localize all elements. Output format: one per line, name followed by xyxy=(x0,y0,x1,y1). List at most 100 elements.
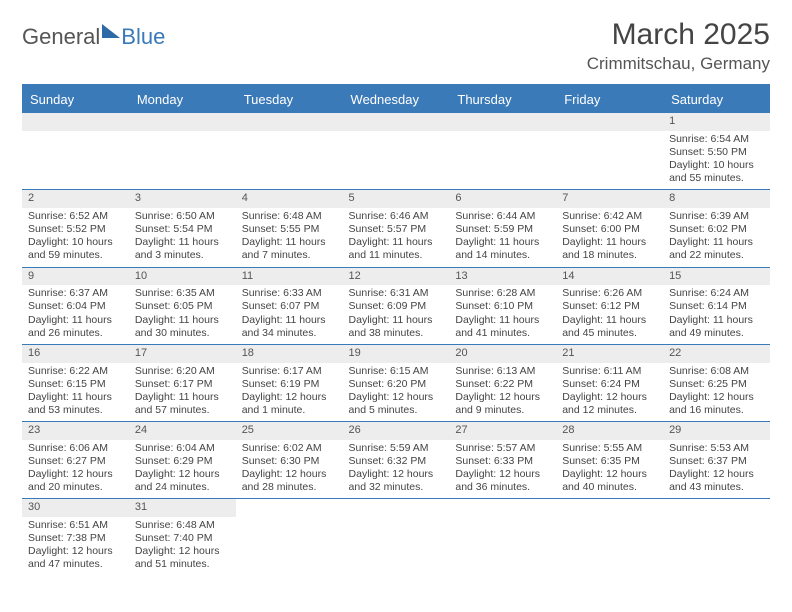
day-number: 19 xyxy=(343,345,450,363)
header: General Blue March 2025 Crimmitschau, Ger… xyxy=(22,18,770,74)
calendar-day-cell: 9Sunrise: 6:37 AMSunset: 6:04 PMDaylight… xyxy=(22,267,129,344)
day-details: Sunrise: 6:48 AMSunset: 5:55 PMDaylight:… xyxy=(236,208,343,267)
day-details: Sunrise: 5:59 AMSunset: 6:32 PMDaylight:… xyxy=(343,440,450,499)
calendar-day-cell: 17Sunrise: 6:20 AMSunset: 6:17 PMDayligh… xyxy=(129,344,236,421)
day-number: 20 xyxy=(449,345,556,363)
calendar-day-cell: 27Sunrise: 5:57 AMSunset: 6:33 PMDayligh… xyxy=(449,422,556,499)
calendar-header-row: Sunday Monday Tuesday Wednesday Thursday… xyxy=(22,85,770,113)
day-details: Sunrise: 6:17 AMSunset: 6:19 PMDaylight:… xyxy=(236,363,343,422)
day-details: Sunrise: 5:57 AMSunset: 6:33 PMDaylight:… xyxy=(449,440,556,499)
day-details: Sunrise: 6:54 AMSunset: 5:50 PMDaylight:… xyxy=(663,131,770,190)
day-details: Sunrise: 6:26 AMSunset: 6:12 PMDaylight:… xyxy=(556,285,663,344)
daynum-blank xyxy=(556,113,663,131)
day-number: 30 xyxy=(22,499,129,517)
calendar-week-row: 2Sunrise: 6:52 AMSunset: 5:52 PMDaylight… xyxy=(22,190,770,267)
calendar-empty-cell xyxy=(343,499,450,576)
calendar-day-cell: 6Sunrise: 6:44 AMSunset: 5:59 PMDaylight… xyxy=(449,190,556,267)
daynum-blank xyxy=(129,113,236,131)
day-number: 12 xyxy=(343,268,450,286)
calendar-day-cell: 20Sunrise: 6:13 AMSunset: 6:22 PMDayligh… xyxy=(449,344,556,421)
calendar-day-cell: 30Sunrise: 6:51 AMSunset: 7:38 PMDayligh… xyxy=(22,499,129,576)
day-number: 17 xyxy=(129,345,236,363)
calendar-day-cell: 22Sunrise: 6:08 AMSunset: 6:25 PMDayligh… xyxy=(663,344,770,421)
day-details: Sunrise: 6:50 AMSunset: 5:54 PMDaylight:… xyxy=(129,208,236,267)
day-details: Sunrise: 6:35 AMSunset: 6:05 PMDaylight:… xyxy=(129,285,236,344)
calendar-day-cell: 12Sunrise: 6:31 AMSunset: 6:09 PMDayligh… xyxy=(343,267,450,344)
calendar-table: Sunday Monday Tuesday Wednesday Thursday… xyxy=(22,84,770,576)
brand-logo: General Blue xyxy=(22,18,165,50)
calendar-day-cell: 24Sunrise: 6:04 AMSunset: 6:29 PMDayligh… xyxy=(129,422,236,499)
day-details: Sunrise: 6:04 AMSunset: 6:29 PMDaylight:… xyxy=(129,440,236,499)
logo-text-general: General xyxy=(22,24,100,50)
day-number: 14 xyxy=(556,268,663,286)
day-number: 8 xyxy=(663,190,770,208)
calendar-week-row: 16Sunrise: 6:22 AMSunset: 6:15 PMDayligh… xyxy=(22,344,770,421)
calendar-empty-cell xyxy=(663,499,770,576)
day-number: 23 xyxy=(22,422,129,440)
calendar-day-cell: 21Sunrise: 6:11 AMSunset: 6:24 PMDayligh… xyxy=(556,344,663,421)
col-saturday: Saturday xyxy=(663,85,770,113)
day-number: 26 xyxy=(343,422,450,440)
col-thursday: Thursday xyxy=(449,85,556,113)
day-number: 21 xyxy=(556,345,663,363)
day-number: 4 xyxy=(236,190,343,208)
day-number: 25 xyxy=(236,422,343,440)
day-number: 1 xyxy=(663,113,770,131)
day-number: 13 xyxy=(449,268,556,286)
col-tuesday: Tuesday xyxy=(236,85,343,113)
logo-text-blue: Blue xyxy=(121,24,165,50)
location-subtitle: Crimmitschau, Germany xyxy=(587,54,770,74)
daynum-blank xyxy=(449,113,556,131)
day-number: 31 xyxy=(129,499,236,517)
day-number: 6 xyxy=(449,190,556,208)
calendar-empty-cell xyxy=(449,499,556,576)
calendar-page: General Blue March 2025 Crimmitschau, Ger… xyxy=(0,0,792,586)
month-title: March 2025 xyxy=(587,18,770,52)
calendar-day-cell: 25Sunrise: 6:02 AMSunset: 6:30 PMDayligh… xyxy=(236,422,343,499)
calendar-day-cell: 16Sunrise: 6:22 AMSunset: 6:15 PMDayligh… xyxy=(22,344,129,421)
day-details: Sunrise: 6:46 AMSunset: 5:57 PMDaylight:… xyxy=(343,208,450,267)
col-monday: Monday xyxy=(129,85,236,113)
day-details: Sunrise: 5:53 AMSunset: 6:37 PMDaylight:… xyxy=(663,440,770,499)
day-details: Sunrise: 6:06 AMSunset: 6:27 PMDaylight:… xyxy=(22,440,129,499)
calendar-week-row: 1Sunrise: 6:54 AMSunset: 5:50 PMDaylight… xyxy=(22,113,770,190)
day-number: 15 xyxy=(663,268,770,286)
calendar-day-cell: 28Sunrise: 5:55 AMSunset: 6:35 PMDayligh… xyxy=(556,422,663,499)
calendar-day-cell: 1Sunrise: 6:54 AMSunset: 5:50 PMDaylight… xyxy=(663,113,770,190)
day-details: Sunrise: 6:33 AMSunset: 6:07 PMDaylight:… xyxy=(236,285,343,344)
day-number: 3 xyxy=(129,190,236,208)
day-number: 27 xyxy=(449,422,556,440)
day-number: 9 xyxy=(22,268,129,286)
calendar-empty-cell xyxy=(449,113,556,190)
calendar-day-cell: 23Sunrise: 6:06 AMSunset: 6:27 PMDayligh… xyxy=(22,422,129,499)
day-details: Sunrise: 5:55 AMSunset: 6:35 PMDaylight:… xyxy=(556,440,663,499)
calendar-empty-cell xyxy=(236,499,343,576)
title-block: March 2025 Crimmitschau, Germany xyxy=(587,18,770,74)
calendar-day-cell: 4Sunrise: 6:48 AMSunset: 5:55 PMDaylight… xyxy=(236,190,343,267)
calendar-day-cell: 3Sunrise: 6:50 AMSunset: 5:54 PMDaylight… xyxy=(129,190,236,267)
calendar-day-cell: 11Sunrise: 6:33 AMSunset: 6:07 PMDayligh… xyxy=(236,267,343,344)
day-details: Sunrise: 6:02 AMSunset: 6:30 PMDaylight:… xyxy=(236,440,343,499)
calendar-empty-cell xyxy=(129,113,236,190)
calendar-week-row: 9Sunrise: 6:37 AMSunset: 6:04 PMDaylight… xyxy=(22,267,770,344)
calendar-body: 1Sunrise: 6:54 AMSunset: 5:50 PMDaylight… xyxy=(22,113,770,576)
day-details: Sunrise: 6:28 AMSunset: 6:10 PMDaylight:… xyxy=(449,285,556,344)
day-number: 18 xyxy=(236,345,343,363)
calendar-day-cell: 15Sunrise: 6:24 AMSunset: 6:14 PMDayligh… xyxy=(663,267,770,344)
day-details: Sunrise: 6:24 AMSunset: 6:14 PMDaylight:… xyxy=(663,285,770,344)
calendar-day-cell: 10Sunrise: 6:35 AMSunset: 6:05 PMDayligh… xyxy=(129,267,236,344)
calendar-day-cell: 8Sunrise: 6:39 AMSunset: 6:02 PMDaylight… xyxy=(663,190,770,267)
calendar-week-row: 30Sunrise: 6:51 AMSunset: 7:38 PMDayligh… xyxy=(22,499,770,576)
day-details: Sunrise: 6:08 AMSunset: 6:25 PMDaylight:… xyxy=(663,363,770,422)
calendar-day-cell: 5Sunrise: 6:46 AMSunset: 5:57 PMDaylight… xyxy=(343,190,450,267)
calendar-day-cell: 13Sunrise: 6:28 AMSunset: 6:10 PMDayligh… xyxy=(449,267,556,344)
daynum-blank xyxy=(343,113,450,131)
day-details: Sunrise: 6:31 AMSunset: 6:09 PMDaylight:… xyxy=(343,285,450,344)
day-details: Sunrise: 6:42 AMSunset: 6:00 PMDaylight:… xyxy=(556,208,663,267)
day-details: Sunrise: 6:13 AMSunset: 6:22 PMDaylight:… xyxy=(449,363,556,422)
calendar-empty-cell xyxy=(22,113,129,190)
day-number: 16 xyxy=(22,345,129,363)
day-details: Sunrise: 6:20 AMSunset: 6:17 PMDaylight:… xyxy=(129,363,236,422)
day-number: 28 xyxy=(556,422,663,440)
day-details: Sunrise: 6:22 AMSunset: 6:15 PMDaylight:… xyxy=(22,363,129,422)
